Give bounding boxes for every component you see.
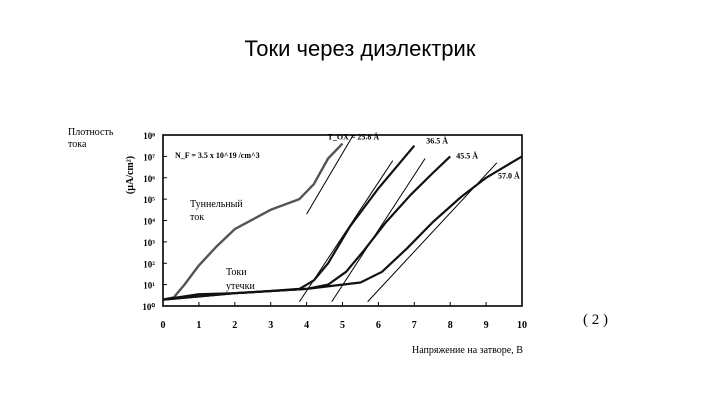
series-line <box>162 155 523 301</box>
np-annotation: N_F = 3.5 x 10^19 /cm^3 <box>175 151 260 160</box>
tangent-line <box>306 134 354 215</box>
current-density-label: Плотность тока <box>68 127 113 151</box>
x-tick-label: 3 <box>268 320 273 331</box>
x-tick-label: 10 <box>517 320 527 331</box>
y-tick-label: 10⁷ <box>143 152 155 162</box>
tunnel-label-line2: ток <box>190 212 204 223</box>
y-tick-label: 10⁰ <box>142 302 155 312</box>
equation-number: ( 2 ) <box>583 312 608 328</box>
tunnel-label-line1: Туннельный <box>190 199 243 210</box>
x-tick-label: 4 <box>304 320 309 331</box>
plot-frame <box>162 134 523 307</box>
leak-label-line1: Токи <box>226 267 247 278</box>
y-tick-label: 10⁸ <box>143 131 155 141</box>
x-tick-label: 7 <box>412 320 417 331</box>
y-tick-label: 10⁵ <box>143 195 155 205</box>
series-label: 36.5 Å <box>426 137 448 146</box>
x-tick-label: 0 <box>161 320 166 331</box>
chart-axes: 0 1 2 3 4 5 6 7 8 9 10 10⁰ 10¹ 10² 10³ 10⁴ 10⁵ 10⁶ 10⁷ 10⁸ (… <box>125 131 527 331</box>
current-density-label-line1: Плотность <box>68 127 114 138</box>
y-tick-label: 10⁶ <box>143 174 155 184</box>
x-tick-label: 5 <box>340 320 345 331</box>
y-tick-label: 10¹ <box>143 281 155 291</box>
y-tick-label: 10² <box>143 259 155 269</box>
leak-label-line2: утечки <box>226 281 255 292</box>
y-tick-label: 10⁴ <box>143 217 155 227</box>
x-tick-label: 8 <box>448 320 453 331</box>
x-tick-label: 6 <box>376 320 381 331</box>
x-tick-label: 2 <box>232 320 237 331</box>
x-tick-label: 9 <box>484 320 489 331</box>
series-label: T_OX = 25.8 Å <box>328 133 380 142</box>
y-tick-label: 10³ <box>143 238 155 248</box>
x-tick-label: 1 <box>196 320 201 331</box>
slide-title: Токи через диэлектрик <box>244 36 476 61</box>
series-label: 57.0 Å <box>498 171 520 180</box>
x-axis-title: Напряжение на затворе, В <box>412 345 523 356</box>
chart-curves <box>162 134 523 303</box>
series-label: 45.5 Å <box>456 151 478 160</box>
chart-labels: T_OX = 25.8 Å 36.5 Å 45.5 Å 57.0 Å N_F = 3.5… <box>175 133 520 292</box>
series-line <box>162 155 451 301</box>
current-density-label-line2: тока <box>68 139 87 150</box>
y-axis-label: (µA/cm²) <box>125 156 136 194</box>
series-line <box>162 142 344 301</box>
